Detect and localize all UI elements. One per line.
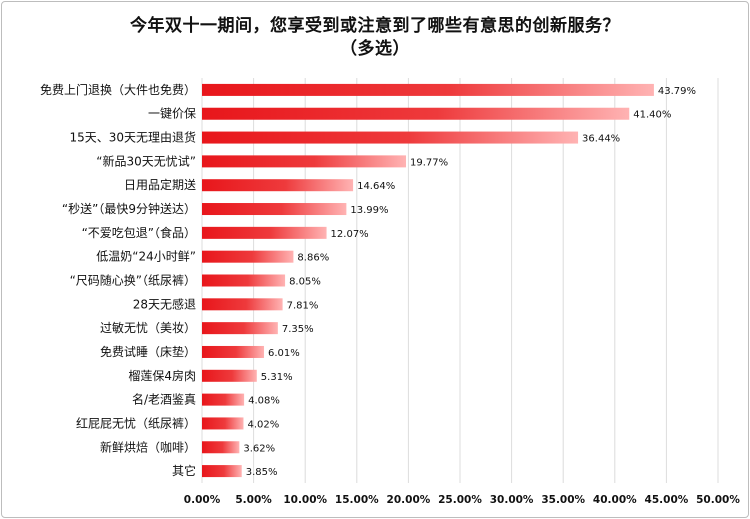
value-label: 7.81% [287, 300, 319, 311]
value-label: 8.05% [289, 277, 321, 288]
bar [202, 203, 347, 216]
value-label: 7.35% [282, 324, 314, 335]
x-tick-label: 20.00% [387, 494, 431, 506]
category-label: 一键价保 [148, 107, 196, 121]
chart-subtitle: （多选） [340, 39, 410, 59]
value-label: 19.77% [410, 157, 448, 168]
value-label: 12.07% [331, 229, 369, 240]
category-label: 日用品定期送 [124, 177, 196, 192]
value-label: 6.01% [268, 348, 300, 359]
bar [202, 369, 257, 382]
value-label: 41.40% [633, 110, 671, 121]
value-label: 4.08% [248, 396, 280, 407]
value-label: 3.62% [243, 443, 275, 454]
gridlines [201, 78, 719, 483]
category-label: 新鲜烘焙（咖啡） [100, 439, 196, 454]
category-label: 免费上门退换（大件也免费） [40, 82, 196, 97]
value-label: 8.86% [297, 253, 329, 264]
category-label: 过敏无忧（美妆） [100, 320, 196, 335]
x-tick-label: 25.00% [438, 494, 482, 506]
x-tick-label: 45.00% [645, 494, 689, 506]
bar [202, 345, 265, 358]
bar [202, 83, 654, 96]
value-label: 43.79% [658, 86, 696, 97]
bar [202, 274, 286, 287]
bar [202, 417, 244, 430]
value-label: 36.44% [582, 134, 620, 145]
bar [202, 441, 240, 454]
category-label: “秒送”（最快9分钟送达） [62, 201, 196, 216]
value-label: 4.02% [247, 419, 279, 430]
value-label: 13.99% [350, 205, 388, 216]
value-label: 14.64% [357, 181, 395, 192]
bar [202, 298, 283, 311]
x-tick-label: 15.00% [335, 494, 379, 506]
x-tick-label: 10.00% [283, 494, 327, 506]
category-label: 15天、30天无理由退货 [69, 130, 196, 145]
value-label: 5.31% [261, 372, 293, 383]
bars [202, 83, 654, 478]
x-axis-ticks: 0.00% 5.00% 10.00% 15.00% 20.00% 25.00% 30.00%… [184, 494, 741, 506]
x-tick-label: 0.00% [184, 494, 221, 506]
category-label: 其它 [172, 463, 196, 478]
bar [202, 155, 407, 168]
category-label: 28天无感退 [133, 296, 196, 311]
x-tick-label: 30.00% [490, 494, 534, 506]
bar [202, 250, 294, 263]
bar [202, 107, 630, 120]
category-label: “尺码随心换”（纸尿裤） [70, 273, 196, 288]
category-label: 榴莲保4房肉 [128, 368, 196, 383]
x-tick-label: 40.00% [593, 494, 637, 506]
bar [202, 393, 245, 406]
chart-title: 今年双十一期间，您享受到或注意到了哪些有意思的创新服务？ [130, 16, 620, 36]
bar [202, 226, 327, 239]
category-label: 低温奶“24小时鲜” [96, 250, 196, 264]
category-label: “新品30天无忧试” [96, 153, 196, 168]
bar [202, 131, 579, 144]
category-label: 免费试睡（床垫） [100, 344, 196, 359]
bar [202, 465, 242, 478]
value-label: 3.85% [246, 467, 278, 478]
x-tick-label: 50.00% [696, 494, 740, 506]
x-tick-label: 35.00% [541, 494, 585, 506]
category-label: 名/老酒鉴真 [132, 392, 196, 407]
category-label: 红屁屁无忧（纸尿裤） [76, 415, 196, 430]
bar [202, 322, 278, 335]
bar [202, 179, 354, 192]
category-label: “不爱吃包退”（食品） [82, 225, 196, 240]
category-labels: 免费上门退换（大件也免费） 一键价保 15天、30天无理由退货 “新品30天无忧试” 日… [40, 82, 196, 478]
value-labels: 43.79% 41.40% 36.44% 19.77% 14.64% 13.99% 12.0… [243, 86, 696, 478]
x-tick-label: 5.00% [235, 494, 272, 506]
